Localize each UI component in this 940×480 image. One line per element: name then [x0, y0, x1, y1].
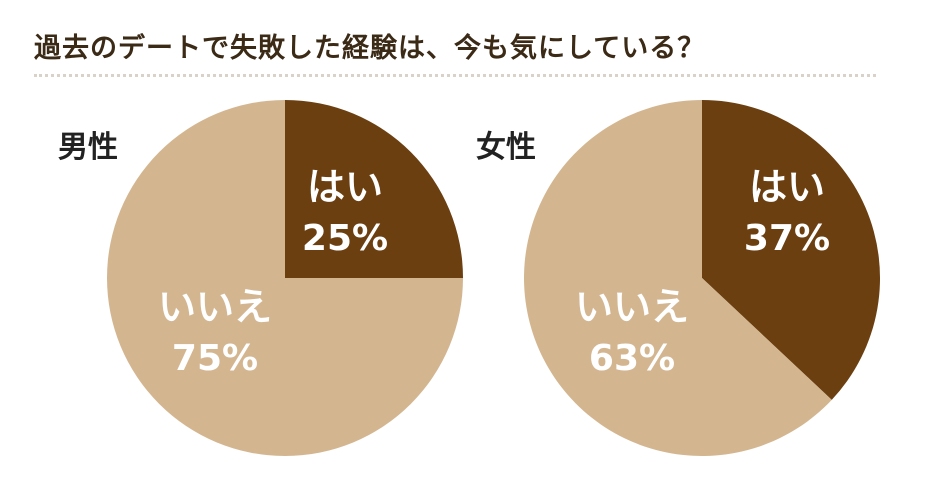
- pie-chart-male: はい 25% いいえ 75%: [105, 98, 465, 458]
- slice-value-yes: 37%: [744, 218, 830, 259]
- slice-value-no: 75%: [172, 338, 258, 379]
- pie-slice-no: [107, 100, 463, 456]
- slice-label-yes: はい: [749, 165, 825, 209]
- slice-label-no: いいえ: [575, 285, 689, 329]
- slice-value-no: 63%: [589, 338, 675, 379]
- pie-slice-yes: [285, 100, 463, 278]
- slice-value-yes: 25%: [302, 218, 388, 259]
- pie-slice-yes: [702, 100, 881, 400]
- pie-svg-male: はい 25% いいえ 75%: [107, 100, 463, 456]
- pie-chart-female: はい 37% いいえ 63%: [522, 98, 882, 458]
- title-divider: [34, 74, 876, 77]
- pie-svg-female: はい 37% いいえ 63%: [524, 100, 881, 456]
- group-label-female: 女性: [476, 130, 536, 165]
- group-label-male: 男性: [58, 130, 118, 165]
- pie-slice-no: [524, 100, 832, 456]
- slice-label-yes: はい: [307, 165, 383, 209]
- chart-title: 過去のデートで失敗した経験は、今も気にしている？: [34, 33, 706, 64]
- slice-label-no: いいえ: [158, 285, 272, 329]
